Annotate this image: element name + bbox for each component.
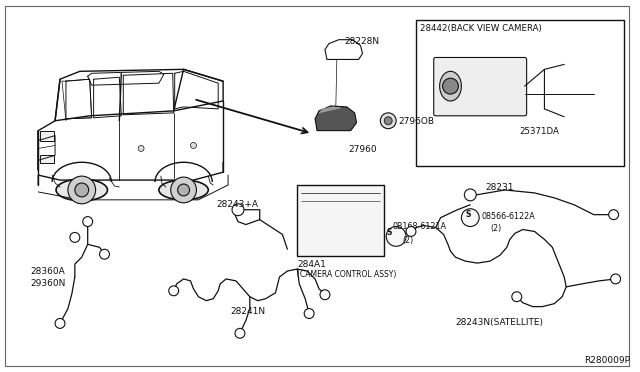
Circle shape <box>406 227 416 237</box>
Circle shape <box>235 328 245 338</box>
Circle shape <box>191 142 196 148</box>
Text: 25371DA: 25371DA <box>520 127 559 136</box>
Circle shape <box>320 290 330 300</box>
Text: 28243+A: 28243+A <box>216 200 258 209</box>
Circle shape <box>55 318 65 328</box>
Circle shape <box>178 184 189 196</box>
Text: (CAMERA CONTROL ASSY): (CAMERA CONTROL ASSY) <box>297 270 397 279</box>
Circle shape <box>609 210 619 219</box>
Text: 08566-6122A: 08566-6122A <box>481 212 535 221</box>
Text: 28360A: 28360A <box>30 267 65 276</box>
Text: 28228N: 28228N <box>345 37 380 46</box>
Circle shape <box>387 227 406 246</box>
Circle shape <box>232 204 244 216</box>
Text: 28231: 28231 <box>485 183 514 192</box>
Circle shape <box>138 145 144 151</box>
Text: 284A1: 284A1 <box>297 260 326 269</box>
Bar <box>40 155 54 163</box>
Ellipse shape <box>159 180 208 200</box>
Text: 28241N: 28241N <box>230 307 265 315</box>
Ellipse shape <box>440 71 461 101</box>
Circle shape <box>68 176 95 204</box>
Polygon shape <box>315 106 356 131</box>
Text: 27960: 27960 <box>349 145 378 154</box>
Text: 28442(BACK VIEW CAMERA): 28442(BACK VIEW CAMERA) <box>420 24 541 33</box>
Text: 28243N(SATELLITE): 28243N(SATELLITE) <box>456 318 543 327</box>
Circle shape <box>512 292 522 302</box>
Text: (2): (2) <box>490 224 501 232</box>
Circle shape <box>169 286 179 296</box>
Circle shape <box>384 117 392 125</box>
Text: 0B168-6121A: 0B168-6121A <box>392 222 446 231</box>
Text: S: S <box>387 228 392 237</box>
Circle shape <box>443 78 458 94</box>
Polygon shape <box>325 40 362 60</box>
Circle shape <box>171 177 196 203</box>
Circle shape <box>100 249 109 259</box>
Text: S: S <box>466 210 471 219</box>
Circle shape <box>304 309 314 318</box>
Circle shape <box>380 113 396 129</box>
Bar <box>416 20 623 166</box>
Bar <box>40 131 54 141</box>
Circle shape <box>461 209 479 227</box>
Circle shape <box>465 189 476 201</box>
Text: 29360N: 29360N <box>30 279 66 288</box>
Polygon shape <box>319 107 340 113</box>
Text: 2796OB: 2796OB <box>398 117 434 126</box>
FancyBboxPatch shape <box>434 58 527 116</box>
Circle shape <box>83 217 93 227</box>
Bar <box>297 185 384 256</box>
Text: R280009P: R280009P <box>584 356 630 365</box>
Ellipse shape <box>56 179 108 201</box>
Circle shape <box>70 232 80 242</box>
Circle shape <box>611 274 621 284</box>
Text: (2): (2) <box>402 237 413 246</box>
Circle shape <box>75 183 89 197</box>
